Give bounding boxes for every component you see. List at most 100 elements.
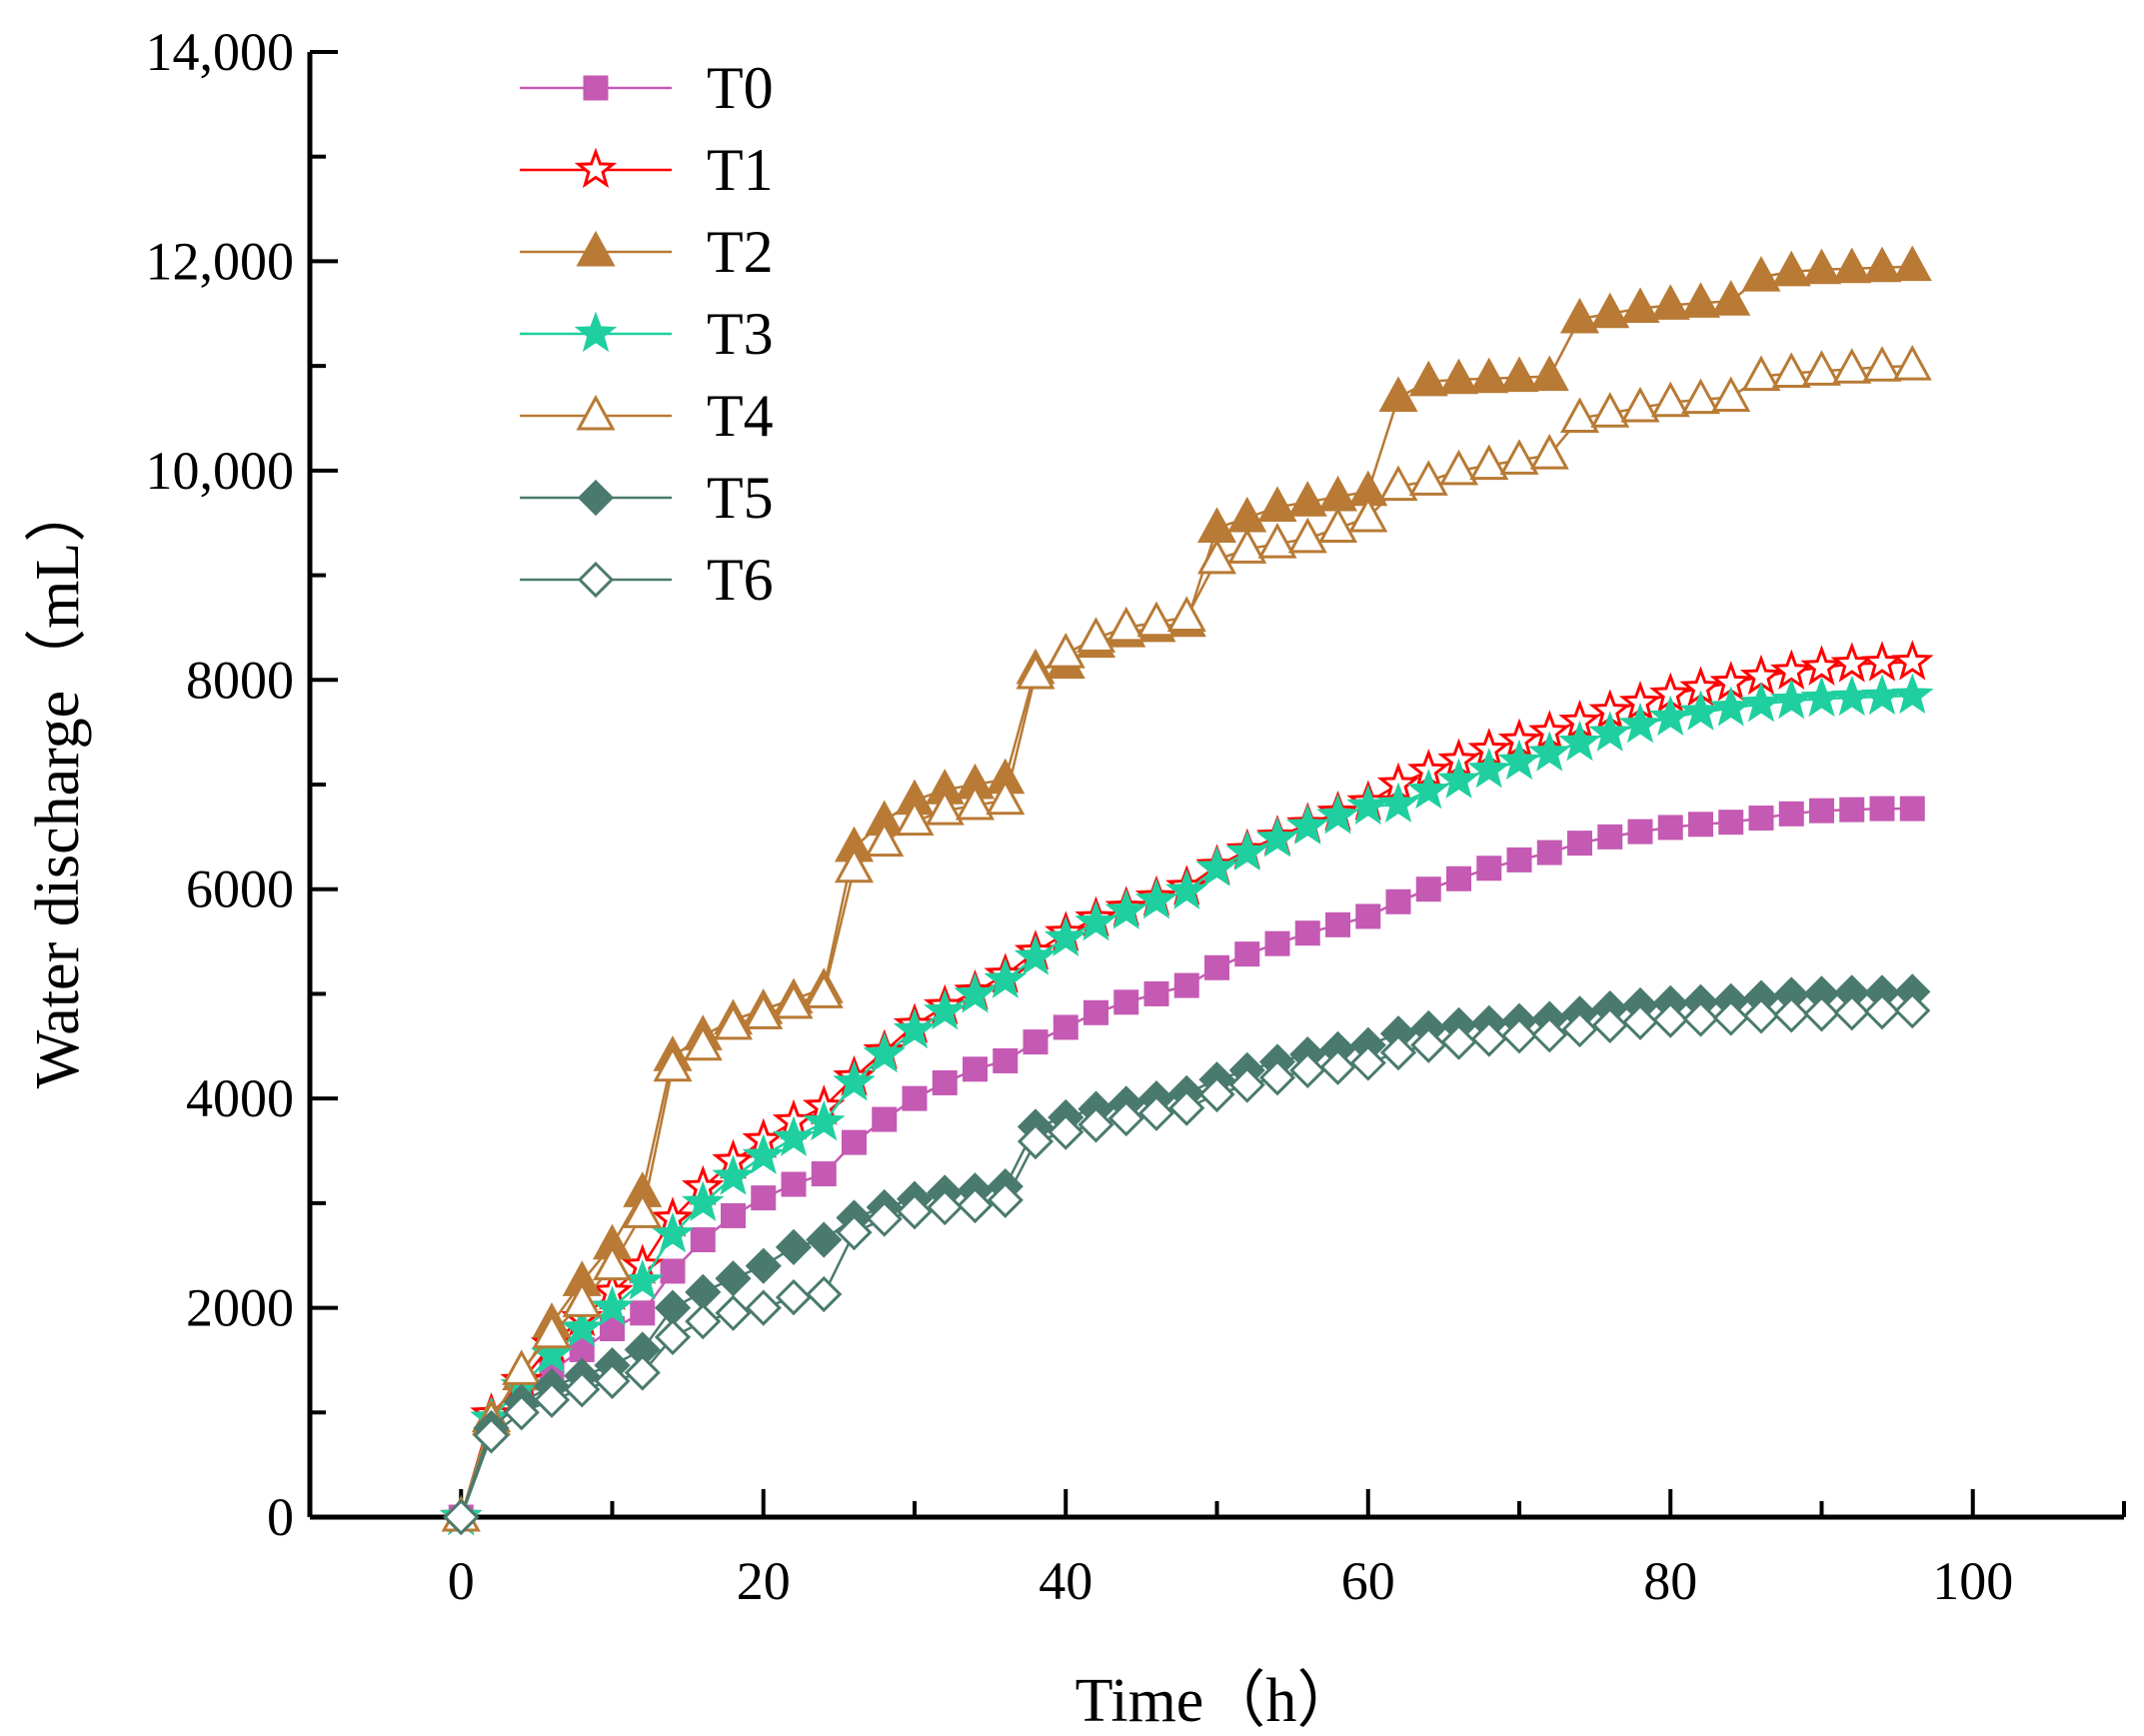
data-point-t0 (1657, 815, 1683, 841)
series-line-t0 (460, 807, 1913, 1518)
y-tick-label: 4000 (186, 1068, 294, 1128)
data-point-t4 (1196, 538, 1237, 575)
data-point-t4 (592, 1244, 633, 1281)
data-point-t6 (564, 1371, 601, 1408)
data-point-t2 (1469, 357, 1509, 394)
legend-label: T5 (707, 465, 774, 531)
y-tick-label: 12,000 (146, 231, 295, 291)
x-tick-label: 20 (737, 1551, 791, 1611)
data-point-t2 (1559, 297, 1600, 334)
data-point-t6 (866, 1200, 903, 1237)
data-point-t6 (1621, 1003, 1659, 1040)
data-point-t0 (1446, 866, 1471, 891)
data-point-t4 (1106, 606, 1146, 643)
data-point-t0 (721, 1202, 746, 1228)
data-point-t4 (1680, 378, 1721, 415)
data-point-t6 (1591, 1006, 1628, 1043)
y-tick-label: 2000 (186, 1278, 294, 1338)
data-point-t3 (1618, 702, 1662, 744)
data-point-t4 (1620, 386, 1660, 423)
x-tick-label: 100 (1932, 1551, 2013, 1611)
data-point-t4 (562, 1281, 602, 1317)
data-point-t2 (1499, 356, 1539, 393)
data-point-t3 (1316, 794, 1359, 835)
data-point-t3 (1588, 711, 1632, 752)
data-point-t6 (1470, 1020, 1507, 1057)
data-point-t6 (1137, 1094, 1175, 1131)
x-tick-label: 60 (1341, 1551, 1395, 1611)
data-point-t6 (715, 1294, 752, 1331)
data-point-t3 (1255, 817, 1299, 858)
data-point-t2 (1529, 355, 1569, 392)
data-point-t0 (1718, 810, 1744, 836)
series-t3 (439, 673, 1934, 1536)
data-point-t4 (683, 1024, 723, 1061)
data-point-t3 (1648, 695, 1692, 736)
data-point-t4 (1287, 517, 1327, 554)
data-point-t6 (1712, 999, 1749, 1036)
data-point-t0 (902, 1085, 928, 1111)
data-point-t4 (925, 790, 965, 826)
data-point-t4 (1469, 444, 1509, 481)
data-point-t4 (1016, 653, 1056, 690)
data-point-t4 (865, 821, 905, 858)
legend-label: T2 (707, 219, 774, 285)
data-point-t4 (1862, 346, 1902, 382)
data-point-t0 (842, 1129, 867, 1155)
legend-marker (576, 394, 616, 431)
data-point-t5 (806, 1221, 843, 1258)
data-point-t4 (653, 1045, 693, 1082)
data-point-t6 (1742, 997, 1780, 1034)
data-point-t4 (895, 800, 935, 837)
data-point-t3 (621, 1259, 665, 1300)
data-point-t3 (984, 957, 1028, 998)
data-point-t4 (1075, 617, 1116, 653)
data-point-t2 (1378, 376, 1418, 413)
data-point-t3 (1346, 784, 1390, 826)
data-point-t4 (623, 1192, 663, 1228)
data-point-t2 (1620, 287, 1660, 324)
data-point-t0 (811, 1161, 837, 1187)
data-point-t3 (1800, 676, 1843, 718)
series-t6 (443, 992, 1931, 1536)
data-point-t6 (775, 1278, 813, 1316)
data-point-t0 (781, 1171, 807, 1197)
data-point-t3 (1164, 868, 1208, 909)
data-point-t3 (560, 1306, 604, 1347)
data-point-t0 (1053, 1014, 1078, 1040)
data-point-t6 (1107, 1099, 1144, 1137)
data-point-t4 (774, 982, 814, 1019)
data-point-t4 (1438, 449, 1479, 486)
data-point-t0 (1869, 796, 1895, 822)
data-point-t3 (1406, 769, 1450, 810)
data-point-t6 (1500, 1017, 1538, 1054)
data-point-t6 (533, 1381, 571, 1418)
data-point-t6 (1258, 1059, 1296, 1096)
legend-item-t4: T4 (520, 383, 774, 449)
data-point-t3 (954, 972, 997, 1013)
data-point-t3 (1679, 690, 1722, 731)
data-point-t6 (473, 1417, 510, 1454)
data-point-t4 (744, 993, 784, 1029)
data-point-t3 (1830, 675, 1874, 717)
data-point-t0 (1415, 876, 1441, 902)
data-point-t6 (836, 1214, 873, 1251)
data-point-t0 (1536, 840, 1562, 866)
legend: T0 T1 T2 T3 T4 T5 T6 (520, 55, 774, 613)
legend-marker (574, 147, 618, 189)
data-point-t4 (1892, 345, 1932, 381)
data-point-t3 (863, 1031, 907, 1073)
data-point-t6 (1289, 1051, 1326, 1088)
legend-marker (576, 230, 616, 267)
data-point-t2 (1227, 496, 1267, 533)
y-tick-label: 0 (267, 1487, 294, 1547)
data-point-t0 (1899, 796, 1925, 822)
data-point-t4 (1711, 376, 1751, 413)
data-point-t6 (1017, 1122, 1055, 1160)
data-point-t0 (1325, 911, 1350, 937)
data-point-t1 (1800, 645, 1843, 686)
data-point-t3 (651, 1211, 695, 1253)
legend-item-t5: T5 (520, 465, 774, 531)
data-point-t2 (1862, 246, 1902, 283)
data-point-t6 (1773, 996, 1810, 1033)
